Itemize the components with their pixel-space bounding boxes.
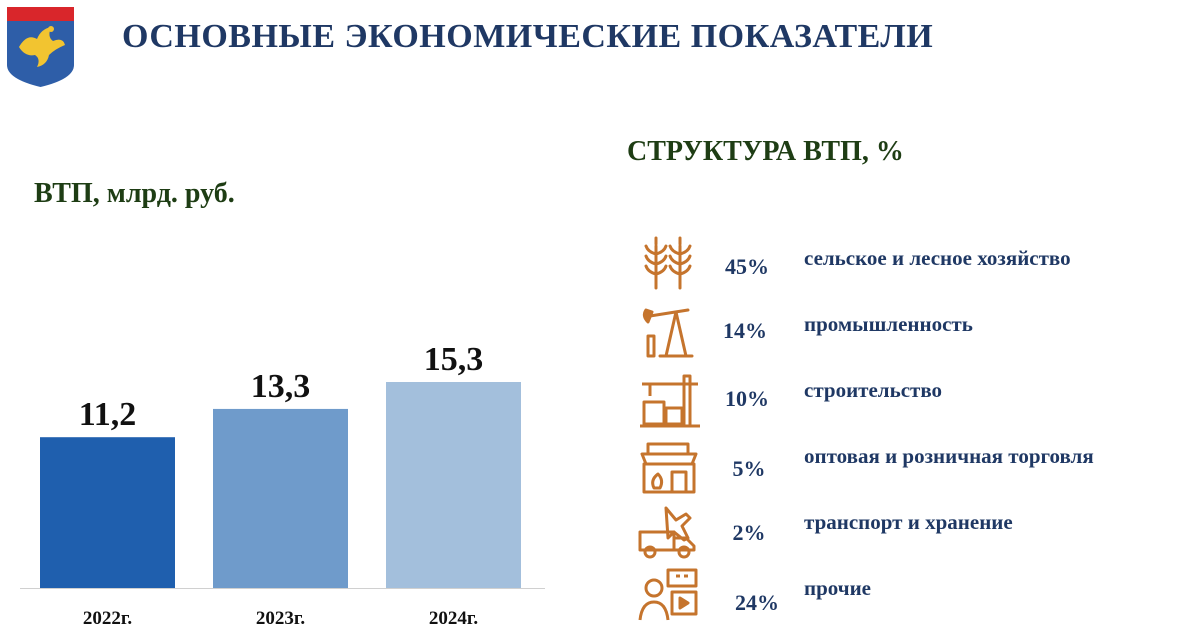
category-label: 2024г.: [429, 608, 478, 629]
bar-value-label: 11,2: [79, 396, 137, 433]
oil-pump-icon: [642, 308, 694, 358]
crane-icon: [640, 374, 700, 428]
bar-value-label: 13,3: [251, 368, 311, 405]
category-label: 2022г.: [83, 608, 132, 629]
structure-percent: 24%: [735, 590, 779, 615]
bar-2: [386, 382, 521, 588]
structure-label: сельское и лесное хозяйство: [804, 246, 1071, 270]
structure-percent: 45%: [725, 254, 769, 279]
structure-label: строительство: [804, 378, 943, 402]
truck-plane-icon: [638, 506, 696, 559]
structure-percent: 5%: [732, 456, 766, 481]
structure-label: прочие: [804, 576, 871, 600]
category-label: 2023г.: [256, 608, 305, 629]
bar-0: [40, 437, 175, 588]
chart-title: ВТП, млрд. руб.: [34, 178, 235, 209]
wheat-icon: [644, 236, 692, 290]
structure-label: оптовая и розничная торговля: [804, 444, 1094, 468]
bar-1: [213, 408, 348, 588]
shop-icon: [640, 442, 698, 494]
services-icon: [638, 568, 698, 621]
structure-label: промышленность: [804, 312, 973, 336]
structure-title: СТРУКТУРА ВТП, %: [627, 136, 904, 167]
coat-of-arms-icon: [7, 7, 74, 87]
structure-percent: 10%: [725, 386, 769, 411]
page-title: ОСНОВНЫЕ ЭКОНОМИЧЕСКИЕ ПОКАЗАТЕЛИ: [122, 18, 934, 55]
bar-value-label: 15,3: [424, 341, 484, 378]
gdp-bar-chart: 11,2 2022г. 13,3 2023г. 15,3 2024г.: [20, 341, 545, 629]
structure-percent: 14%: [723, 318, 767, 343]
structure-percent: 2%: [732, 520, 766, 545]
structure-label: транспорт и хранение: [804, 510, 1013, 534]
